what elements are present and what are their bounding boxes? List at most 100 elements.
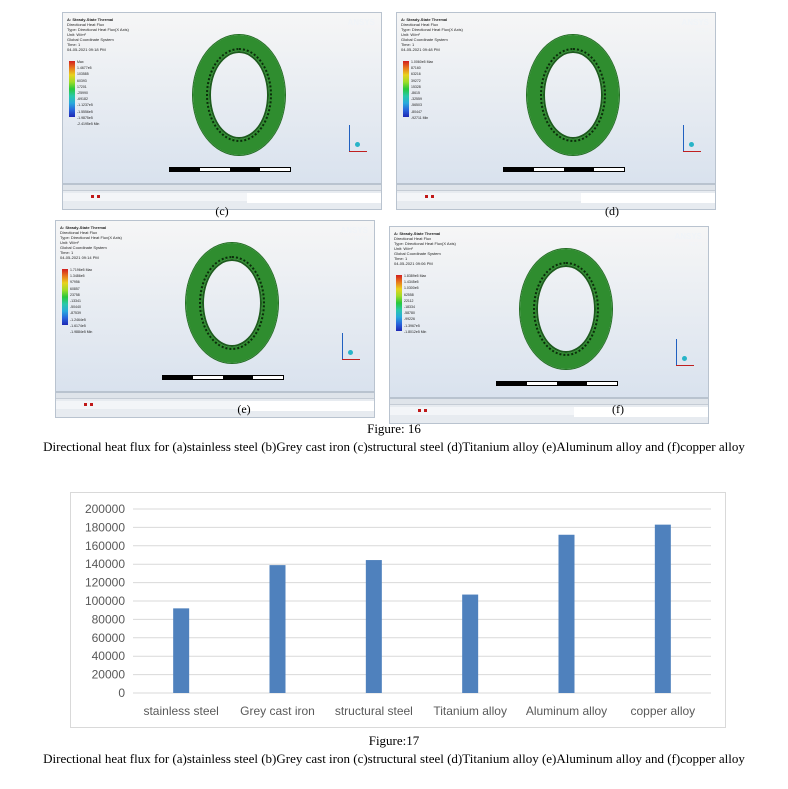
header-line: A: Steady-State Thermal (401, 17, 448, 22)
legend-labels: Max 1.4677e5 103585 60393 17201 -25990 -69182-… (77, 60, 100, 127)
panel-label-d: (d) (605, 204, 619, 218)
header-line: Unit: W/m² (60, 240, 79, 245)
y-tick-label: 120000 (85, 576, 125, 590)
header-line: Unit: W/m² (394, 246, 413, 251)
header-line: Global Coordinate System (67, 37, 114, 42)
scale-bar (496, 381, 618, 386)
x-category-label: copper alloy (630, 704, 695, 718)
panel-label-f: (f) (612, 402, 624, 416)
ansys-logo: ANSYS R16.2 (681, 18, 709, 35)
x-category-label: Aluminum alloy (526, 704, 607, 718)
header-line: Global Coordinate System (60, 245, 107, 250)
figure17-title: Figure:17 (368, 733, 420, 748)
ring-mesh-edge (540, 48, 606, 142)
y-tick-label: 80000 (92, 612, 126, 626)
y-tick-label: 0 (118, 686, 125, 700)
legend-labels: 1.8389e5 Max 1.4345e5 1.0300e5 62558 22112 -1… (404, 274, 427, 334)
header-line: A: Steady-State Thermal (394, 231, 441, 236)
y-tick-label: 100000 (85, 594, 125, 608)
ansys-viewport[interactable]: A: Steady-State Thermal Directional Heat… (389, 226, 709, 398)
x-category-label: Titanium alloy (433, 704, 507, 718)
ansys-viewport[interactable]: A: Steady-State Thermal Directional Heat… (55, 220, 375, 392)
color-legend (403, 61, 409, 117)
header-line: Time: 1 (67, 42, 81, 47)
y-tick-label: 180000 (85, 520, 125, 534)
header-line: 04-05-2021 09:18 PM (67, 47, 106, 52)
y-tick-label: 20000 (92, 668, 126, 682)
header-line: 04-05-2021 09:48 PM (401, 47, 440, 52)
header-line: Directional Heat Flux (401, 22, 439, 27)
legend-labels: 1.0060e5 Max 87160 63216 39272 15328 -8615 -32… (411, 60, 434, 120)
panel-e: A: Steady-State Thermal Directional Heat… (55, 220, 375, 420)
panel-label-c: (c) (215, 204, 229, 218)
header-line: Directional Heat Flux (394, 236, 432, 241)
result-header: A: Steady-State Thermal Directional Heat… (67, 17, 129, 52)
panel-label-e: (e) (237, 402, 251, 416)
y-tick-label: 200000 (85, 502, 125, 516)
y-tick-label: 40000 (92, 649, 126, 663)
ring-mesh-edge (206, 48, 272, 142)
bar-titanium-alloy (462, 594, 479, 693)
panel-c: A: Steady-State Thermal Directional Heat… (62, 12, 382, 212)
bar-copper-alloy (654, 524, 671, 693)
color-legend (396, 275, 402, 331)
y-tick-label: 60000 (92, 631, 126, 645)
header-line: Global Coordinate System (401, 37, 448, 42)
axis-triad-icon (347, 125, 367, 155)
header-line: Type: Directional Heat Flux(X Axis) (60, 235, 122, 240)
ansys-logo: ANSYS R16.2 (340, 226, 368, 243)
x-category-label: structural steel (335, 704, 413, 718)
header-line: Type: Directional Heat Flux(X Axis) (394, 241, 456, 246)
result-header: A: Steady-State Thermal Directional Heat… (60, 225, 122, 260)
header-line: Directional Heat Flux (67, 22, 105, 27)
result-header: A: Steady-State Thermal Directional Heat… (394, 231, 456, 266)
panel-d: A: Steady-State Thermal Directional Heat… (396, 12, 716, 212)
scale-bar (169, 167, 291, 172)
header-line: Time: 1 (394, 256, 408, 261)
bar-chart: 0 20000 40000 60000 80000 100000 120000 140000 1… (85, 502, 711, 718)
ansys-logo: ANSYS R16.2 (674, 232, 702, 249)
header-line: Unit: W/m² (67, 32, 86, 37)
header-line: Type: Directional Heat Flux(X Axis) (67, 27, 129, 32)
graph-toolbar[interactable] (396, 184, 716, 210)
header-line: Global Coordinate System (394, 251, 441, 256)
x-category-label: stainless steel (143, 704, 218, 718)
ansys-viewport[interactable]: A: Steady-State Thermal Directional Heat… (62, 12, 382, 184)
bar-chart-frame: 0 20000 40000 60000 80000 100000 120000 140000 1… (70, 492, 726, 728)
bar-aluminum-alloy (558, 534, 575, 693)
result-header: A: Steady-State Thermal Directional Heat… (401, 17, 463, 52)
bar-stainless-steel (173, 608, 190, 693)
axis-triad-icon (340, 333, 360, 363)
x-category-label: Grey cast iron (240, 704, 315, 718)
bar-grey-cast-iron (269, 565, 286, 693)
legend-labels: 1.7196e5 Max 1.3486e5 97956 60857 23758 -1334… (70, 268, 93, 335)
figure16-title: Figure: 16 (367, 421, 421, 436)
header-line: Directional Heat Flux (60, 230, 98, 235)
graph-toolbar[interactable] (389, 398, 709, 424)
header-line: Unit: W/m² (401, 32, 420, 37)
ansys-logo: ANSYS R16.2 (347, 18, 375, 35)
graph-toolbar[interactable] (62, 184, 382, 210)
figure16-caption: Directional heat flux for (a)stainless s… (43, 439, 745, 454)
header-line: Type: Directional Heat Flux(X Axis) (401, 27, 463, 32)
header-line: A: Steady-State Thermal (67, 17, 114, 22)
figure17-caption: Directional heat flux for (a)stainless s… (43, 751, 745, 766)
y-tick-label: 140000 (85, 557, 125, 571)
color-legend (69, 61, 75, 117)
axis-triad-icon (681, 125, 701, 155)
header-line: 04-05-2021 09:14 PM (60, 255, 99, 260)
ansys-viewport[interactable]: A: Steady-State Thermal Directional Heat… (396, 12, 716, 184)
scale-bar (162, 375, 284, 380)
graph-toolbar[interactable] (55, 392, 375, 418)
y-tick-label: 160000 (85, 539, 125, 553)
header-line: 04-05-2021 09:06 PM (394, 261, 433, 266)
axis-triad-icon (674, 339, 694, 369)
color-legend (62, 269, 68, 325)
header-line: Time: 1 (401, 42, 415, 47)
header-line: Time: 1 (60, 250, 74, 255)
header-line: A: Steady-State Thermal (60, 225, 107, 230)
ring-mesh-edge (533, 262, 599, 356)
ring-mesh-edge (199, 256, 265, 350)
scale-bar (503, 167, 625, 172)
panel-f: A: Steady-State Thermal Directional Heat… (389, 226, 709, 426)
